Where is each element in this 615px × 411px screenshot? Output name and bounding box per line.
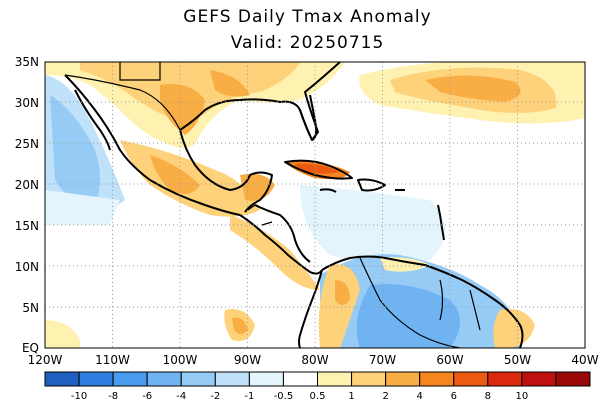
- colorbar-swatch: [248, 371, 284, 387]
- map-subtitle: Valid: 20250715: [230, 33, 385, 53]
- colorbar: [44, 371, 591, 387]
- lat-axis: 35N 30N 25N 20N 15N 10N 5N EQ: [15, 55, 39, 355]
- colorbar-label: -10: [71, 391, 87, 402]
- map-title: GEFS Daily Tmax Anomaly: [183, 7, 432, 27]
- lon-tick: 120W: [28, 353, 63, 367]
- lon-tick: 50W: [504, 353, 531, 367]
- colorbar-labels: -10 -8 -6 -4 -2 -1 -0.5 0.5 1 2 4 6 8 10: [71, 391, 528, 402]
- lat-tick: EQ: [22, 341, 39, 355]
- colorbar-swatch: [214, 371, 250, 387]
- lat-tick: 35N: [15, 55, 39, 69]
- colorbar-swatch: [419, 371, 455, 387]
- colorbar-swatch: [351, 371, 387, 387]
- colorbar-label: -4: [176, 391, 186, 402]
- colorbar-swatch: [78, 371, 114, 387]
- map-frame: [44, 61, 586, 349]
- colorbar-label: -2: [210, 391, 220, 402]
- lon-tick: 80W: [301, 353, 328, 367]
- colorbar-swatch: [521, 371, 557, 387]
- colorbar-swatch: [317, 371, 353, 387]
- lon-tick: 90W: [234, 353, 261, 367]
- lon-tick: 100W: [163, 353, 198, 367]
- colorbar-swatch: [487, 371, 523, 387]
- colorbar-swatch: [112, 371, 148, 387]
- lon-tick: 60W: [436, 353, 463, 367]
- colorbar-label: 2: [382, 391, 388, 402]
- colorbar-swatch: [282, 371, 318, 387]
- lat-tick: 25N: [15, 137, 39, 151]
- coastlines: [64, 62, 524, 348]
- colorbar-label: 1: [348, 391, 354, 402]
- colorbar-swatch: [555, 371, 591, 387]
- colorbar-label: 0.5: [310, 391, 326, 402]
- colorbar-label: -6: [142, 391, 152, 402]
- lat-tick: 20N: [15, 178, 39, 192]
- colorbar-swatch: [146, 371, 182, 387]
- colorbar-swatch: [385, 371, 421, 387]
- lon-tick: 110W: [95, 353, 130, 367]
- lon-axis: 120W 110W 100W 90W 80W 70W 60W 50W 40W: [28, 353, 599, 367]
- borders: [64, 62, 481, 348]
- colorbar-label: 4: [417, 391, 423, 402]
- lon-tick: 40W: [571, 353, 598, 367]
- lat-tick: 15N: [15, 219, 39, 233]
- anomaly-field: [45, 62, 585, 348]
- colorbar-swatch: [180, 371, 216, 387]
- colorbar-label: 8: [485, 391, 491, 402]
- colorbar-label: 10: [516, 391, 529, 402]
- lat-tick: 30N: [15, 96, 39, 110]
- colorbar-swatch: [44, 371, 80, 387]
- colorbar-label: 6: [451, 391, 457, 402]
- lon-tick: 70W: [369, 353, 396, 367]
- colorbar-label: -0.5: [274, 391, 294, 402]
- colorbar-swatch: [453, 371, 489, 387]
- lat-tick: 10N: [15, 260, 39, 274]
- colorbar-label: -1: [244, 391, 254, 402]
- colorbar-label: -8: [108, 391, 118, 402]
- lat-tick: 5N: [22, 301, 39, 315]
